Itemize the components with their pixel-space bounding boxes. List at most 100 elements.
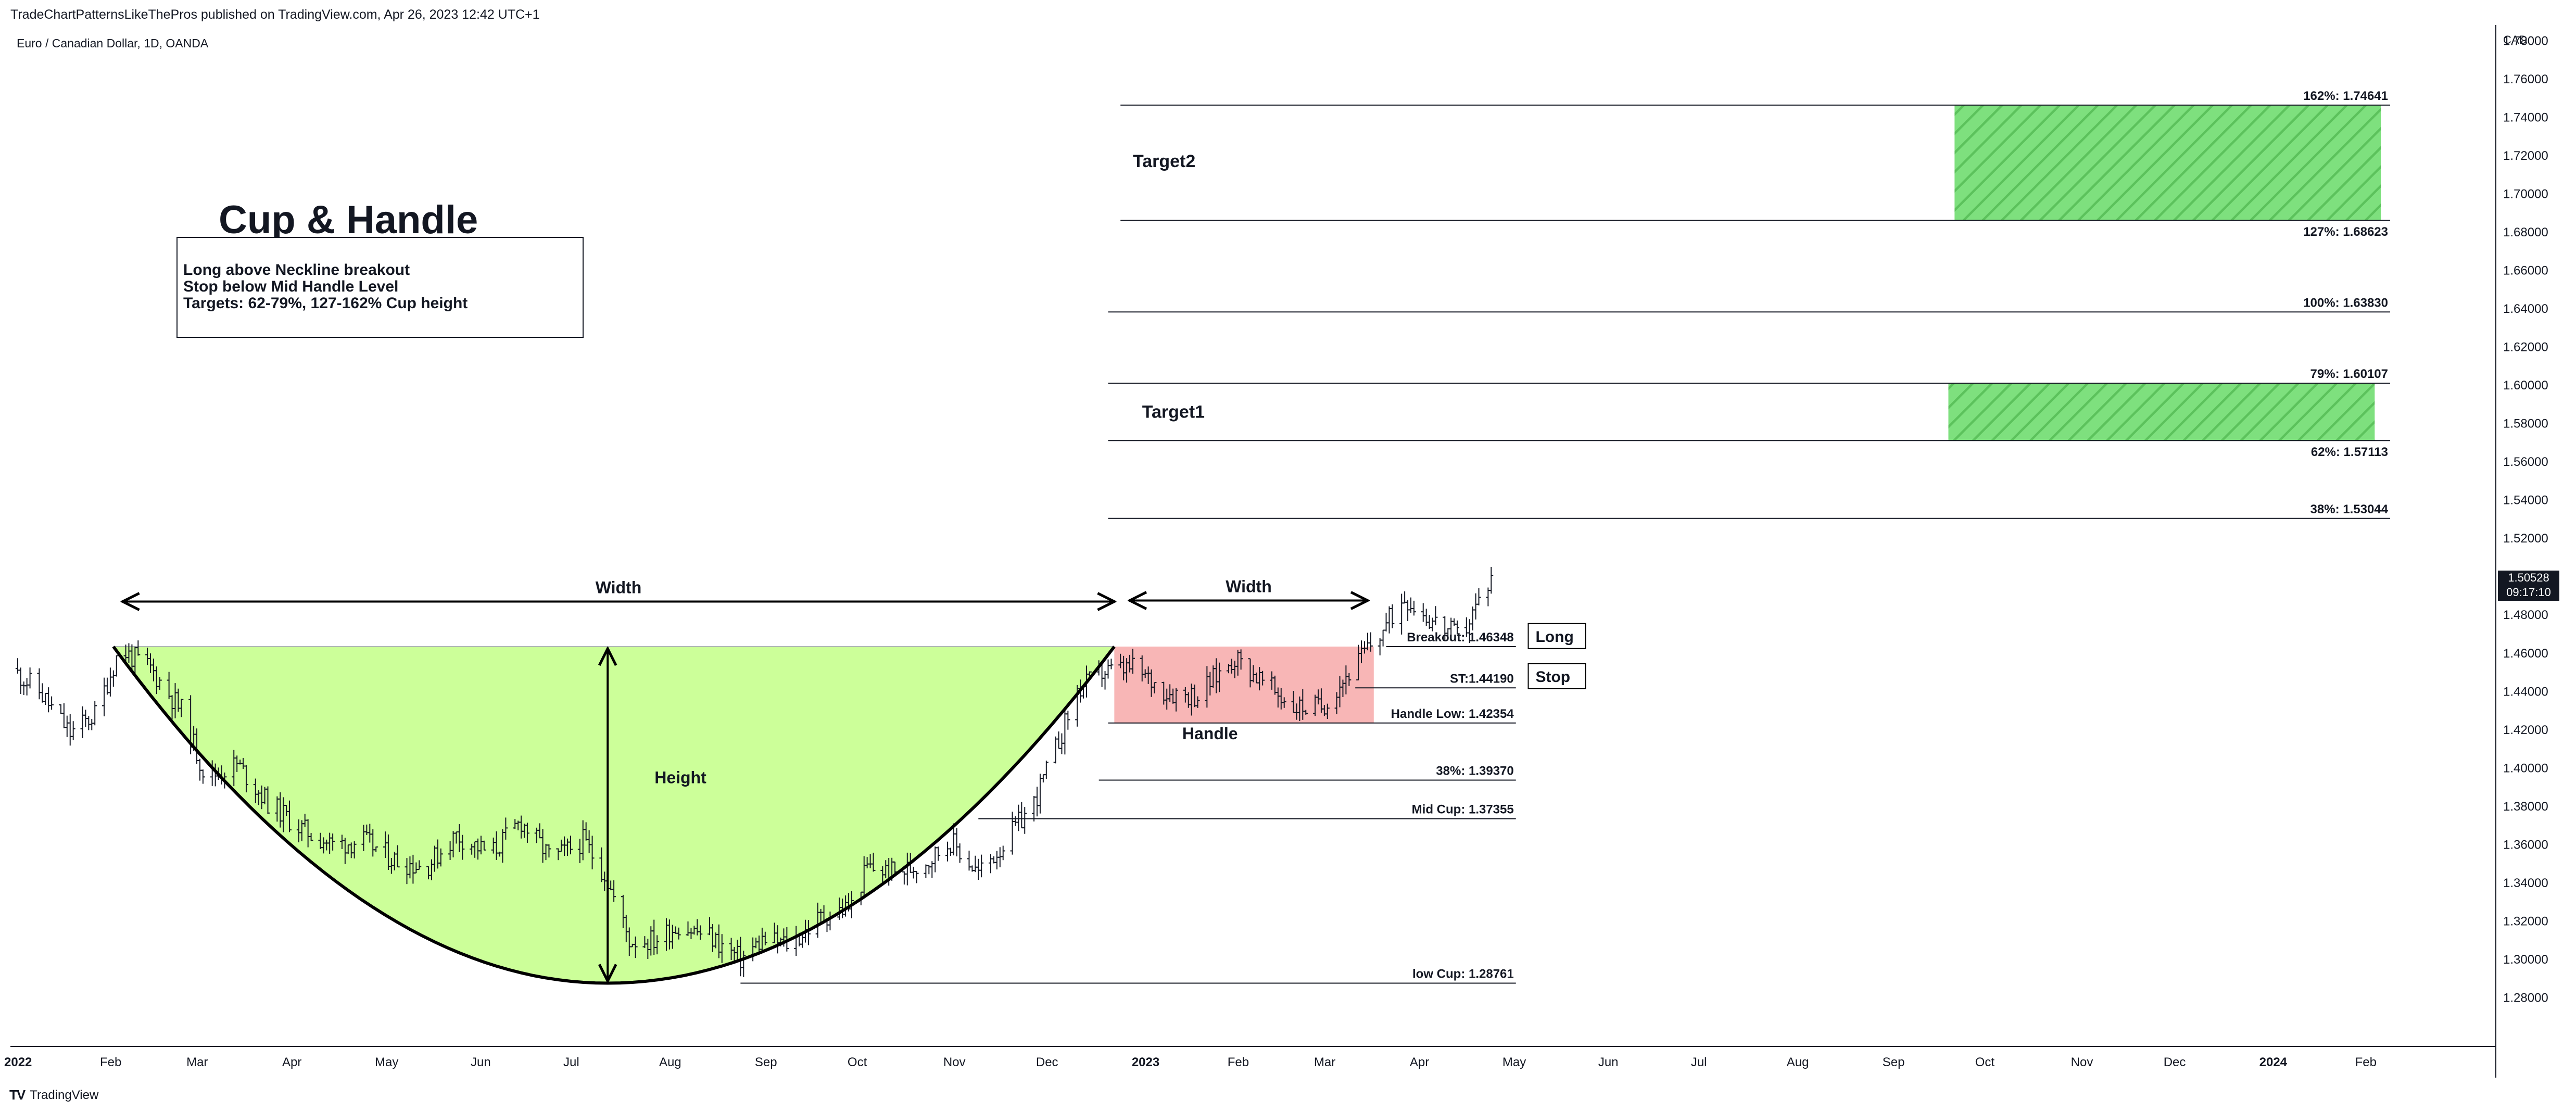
ohlc-bar — [438, 848, 443, 867]
ohlc-bar — [374, 846, 378, 852]
ohlc-bar — [933, 846, 938, 873]
x-tick-label: Nov — [2071, 1055, 2093, 1069]
y-tick-label: 1.58000 — [2503, 417, 2548, 431]
y-tick-label: 1.32000 — [2503, 914, 2548, 928]
ohlc-bar — [1044, 760, 1049, 779]
cup-width-label: Width — [596, 578, 642, 597]
last-price-value: 1.50528 — [2508, 571, 2549, 584]
ohlc-bar — [719, 934, 724, 963]
y-tick-label: 1.46000 — [2503, 647, 2548, 661]
level-label-9: 38%: 1.39370 — [1436, 764, 1513, 778]
y-tick-label: 1.76000 — [2503, 72, 2548, 86]
x-tick-label: Jun — [1598, 1055, 1619, 1069]
ohlc-bar — [266, 786, 270, 814]
tradingview-logo[interactable]: TV TradingView — [9, 1087, 98, 1103]
info-line-3: Targets: 62-79%, 127-162% Cup height — [183, 295, 468, 312]
y-tick-label: 1.38000 — [2503, 800, 2548, 814]
ohlc-bar — [1368, 632, 1373, 652]
currency-label: CAD — [2503, 33, 2527, 46]
ohlc-bar — [90, 718, 94, 730]
ohlc-bar — [954, 828, 959, 856]
x-tick-label: Dec — [1036, 1055, 1058, 1069]
ohlc-bar — [914, 871, 919, 883]
ohlc-bar — [1430, 617, 1435, 631]
ohlc-bar — [24, 678, 29, 696]
x-tick-label: Sep — [1883, 1055, 1905, 1069]
ohlc-bar — [1424, 609, 1429, 626]
x-tick-label: Dec — [2164, 1055, 2186, 1069]
ohlc-bar — [244, 765, 248, 793]
ohlc-bar — [40, 683, 45, 703]
ohlc-bar — [1022, 807, 1027, 834]
ohlc-bar — [86, 716, 91, 730]
y-tick-label: 1.62000 — [2503, 340, 2548, 355]
x-tick-label: Mar — [1314, 1055, 1335, 1069]
ohlc-bar — [1103, 671, 1107, 690]
handle-box — [1114, 646, 1374, 723]
x-tick-label: 2022 — [4, 1055, 32, 1069]
ohlc-bar — [1066, 711, 1070, 730]
ohlc-bar — [460, 835, 465, 860]
ohlc-bar — [1433, 606, 1438, 626]
ohlc-bar — [902, 871, 906, 885]
info-line-2: Stop below Mid Handle Level — [183, 278, 398, 295]
y-tick-label: 1.64000 — [2503, 302, 2548, 316]
x-tick-label: Jul — [563, 1055, 579, 1069]
target-zone-1 — [1948, 383, 2375, 441]
ohlc-bar — [957, 843, 962, 863]
y-tick-label: 1.56000 — [2503, 455, 2548, 469]
published-line: TradeChartPatternsLikeThePros published … — [10, 7, 540, 22]
ohlc-bar — [936, 846, 941, 861]
ohlc-bar — [1195, 696, 1200, 708]
ohlc-bar — [633, 936, 638, 958]
ohlc-bar — [1174, 688, 1179, 712]
ohlc-bar — [989, 854, 993, 874]
y-tick-label: 1.68000 — [2503, 225, 2548, 239]
y-tick-label: 1.42000 — [2503, 723, 2548, 737]
ohlc-bar — [114, 655, 119, 677]
level-label-6: Breakout: 1.46348 — [1407, 630, 1513, 645]
ohlc-bar — [1041, 774, 1045, 782]
ohlc-bar — [945, 841, 950, 862]
ohlc-bar — [1399, 593, 1404, 635]
ohlc-bar — [1010, 812, 1015, 855]
ohlc-bar — [655, 935, 660, 955]
x-tick-label: Feb — [2355, 1055, 2377, 1069]
x-tick-label: May — [375, 1055, 398, 1069]
ohlc-bar — [43, 693, 48, 705]
x-tick-label: May — [1502, 1055, 1526, 1069]
info-box — [176, 237, 584, 338]
pattern-title: Cup & Handle — [219, 198, 478, 242]
ohlc-bar — [46, 687, 51, 713]
level-label-11: low Cup: 1.28761 — [1412, 967, 1514, 981]
ohlc-bar — [331, 833, 335, 851]
ohlc-bar — [1427, 614, 1432, 629]
ohlc-bar — [1038, 774, 1042, 814]
ohlc-bar — [976, 858, 981, 880]
ohlc-bar — [1406, 600, 1410, 622]
ohlc-bar — [590, 836, 595, 869]
level-label-5: 38%: 1.53044 — [2310, 502, 2389, 516]
ohlc-bar — [287, 800, 292, 832]
ohlc-bar — [93, 701, 97, 726]
ohlc-bar — [482, 840, 486, 851]
ohlc-bar — [569, 836, 573, 855]
ohlc-bar — [503, 817, 508, 840]
ohlc-bar — [1347, 673, 1352, 686]
y-tick-label: 1.70000 — [2503, 187, 2548, 201]
stop-box — [1527, 663, 1586, 689]
level-label-1: 127%: 1.68623 — [2303, 225, 2388, 239]
y-tick-label: 1.72000 — [2503, 149, 2548, 163]
ohlc-bar — [68, 714, 72, 746]
ohlc-bar — [1452, 618, 1457, 626]
ohlc-bar — [1384, 612, 1388, 631]
ohlc-bar — [1152, 682, 1157, 693]
ohlc-bar — [61, 703, 66, 728]
ohlc-bar — [1019, 802, 1024, 829]
x-tick-label: Nov — [943, 1055, 966, 1069]
ohlc-bar — [1282, 697, 1286, 708]
ohlc-bar — [179, 699, 184, 717]
stop-label: Stop — [1535, 668, 1570, 686]
ohlc-bar — [1032, 795, 1037, 822]
